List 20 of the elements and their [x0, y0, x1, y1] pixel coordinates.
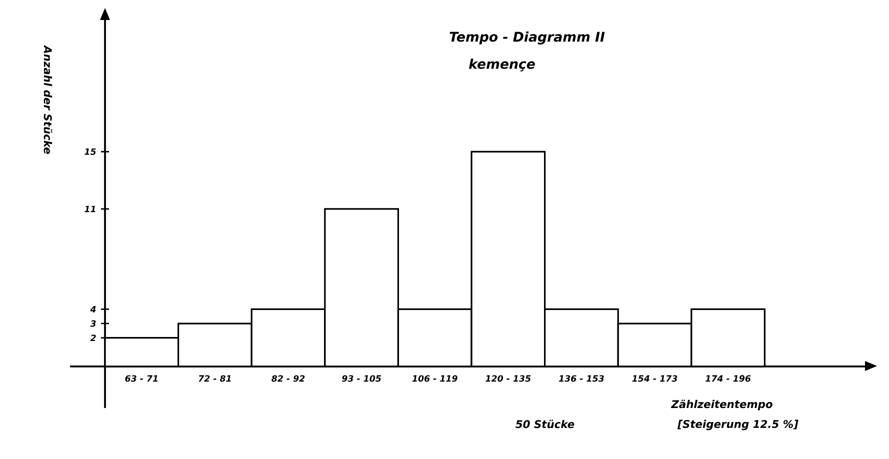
- text: kemençe: [469, 58, 535, 72]
- y-tick-label: 15: [84, 148, 96, 155]
- text: 50 Stücke: [516, 420, 574, 428]
- x-tick-label: 174 - 196: [706, 375, 751, 382]
- y-tick-label: 4: [90, 306, 96, 312]
- text: Tempo - Diagramm II: [450, 31, 605, 44]
- x-tick-label: 82 - 92: [272, 375, 305, 382]
- x-tick-label: 93 - 105: [342, 375, 382, 382]
- x-tick-label: 63 - 71: [125, 375, 158, 382]
- y-tick-label: 11: [84, 206, 96, 212]
- x-tick-label: 154 - 173: [632, 375, 678, 382]
- text: [Steigerung 12.5 %]: [677, 420, 798, 430]
- x-tick-label: 136 - 153: [558, 375, 604, 382]
- y-axis-title: Anzahl der Stücke: [44, 44, 52, 154]
- y-tick-label: 3: [90, 320, 96, 327]
- y-tick-label: 2: [90, 334, 96, 342]
- x-axis-title: Zählzeitentempo: [670, 400, 772, 410]
- x-tick-label: 106 - 119: [412, 375, 458, 382]
- x-tick-label: 120 - 135: [486, 375, 531, 382]
- x-tick-label: 72 - 81: [198, 375, 231, 382]
